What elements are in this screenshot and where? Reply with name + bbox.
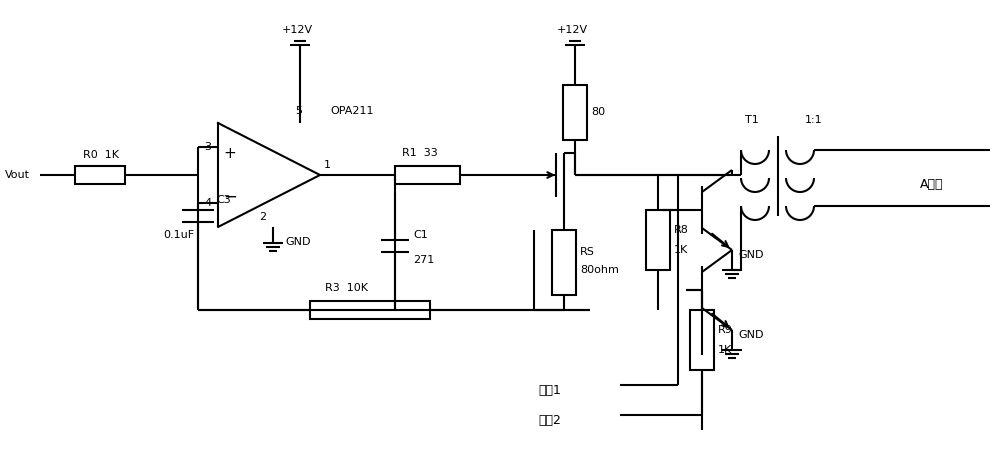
Text: −: − xyxy=(223,188,237,206)
Bar xyxy=(563,85,587,140)
Text: 1: 1 xyxy=(324,160,331,170)
Text: R8: R8 xyxy=(674,225,689,235)
Text: +: + xyxy=(224,146,236,161)
Text: 时钟1: 时钟1 xyxy=(538,384,561,397)
Text: Vout: Vout xyxy=(5,170,30,180)
Bar xyxy=(552,230,576,295)
Text: 0.1uF: 0.1uF xyxy=(163,230,194,240)
Text: R1  33: R1 33 xyxy=(402,148,438,158)
Text: 4: 4 xyxy=(204,198,211,208)
Text: GND: GND xyxy=(738,250,764,260)
Text: 1:1: 1:1 xyxy=(805,115,823,125)
Text: 2: 2 xyxy=(259,212,266,222)
Text: T1: T1 xyxy=(745,115,759,125)
Bar xyxy=(690,310,714,370)
Text: GND: GND xyxy=(285,237,310,247)
Text: +12V: +12V xyxy=(282,25,313,35)
Text: GND: GND xyxy=(738,330,764,340)
Bar xyxy=(310,301,430,319)
Bar xyxy=(395,166,460,184)
Text: C1: C1 xyxy=(413,230,428,240)
Text: R3  10K: R3 10K xyxy=(325,283,368,293)
Text: RS: RS xyxy=(580,247,595,257)
Text: OPA211: OPA211 xyxy=(330,106,374,116)
Text: 3: 3 xyxy=(204,142,211,152)
Bar xyxy=(646,210,670,270)
Text: 80: 80 xyxy=(591,107,605,117)
Text: 271: 271 xyxy=(413,255,434,265)
Text: C3: C3 xyxy=(216,195,231,205)
Text: R0  1K: R0 1K xyxy=(83,150,119,160)
Text: 1K: 1K xyxy=(718,345,732,355)
Text: 5: 5 xyxy=(295,106,302,116)
Text: R9: R9 xyxy=(718,325,733,335)
Bar xyxy=(75,166,125,184)
Text: +12V: +12V xyxy=(557,25,588,35)
Text: 时钟2: 时钟2 xyxy=(538,414,561,426)
Text: 80ohm: 80ohm xyxy=(580,265,619,275)
Text: A输出: A输出 xyxy=(920,179,944,191)
Text: 1K: 1K xyxy=(674,245,688,255)
